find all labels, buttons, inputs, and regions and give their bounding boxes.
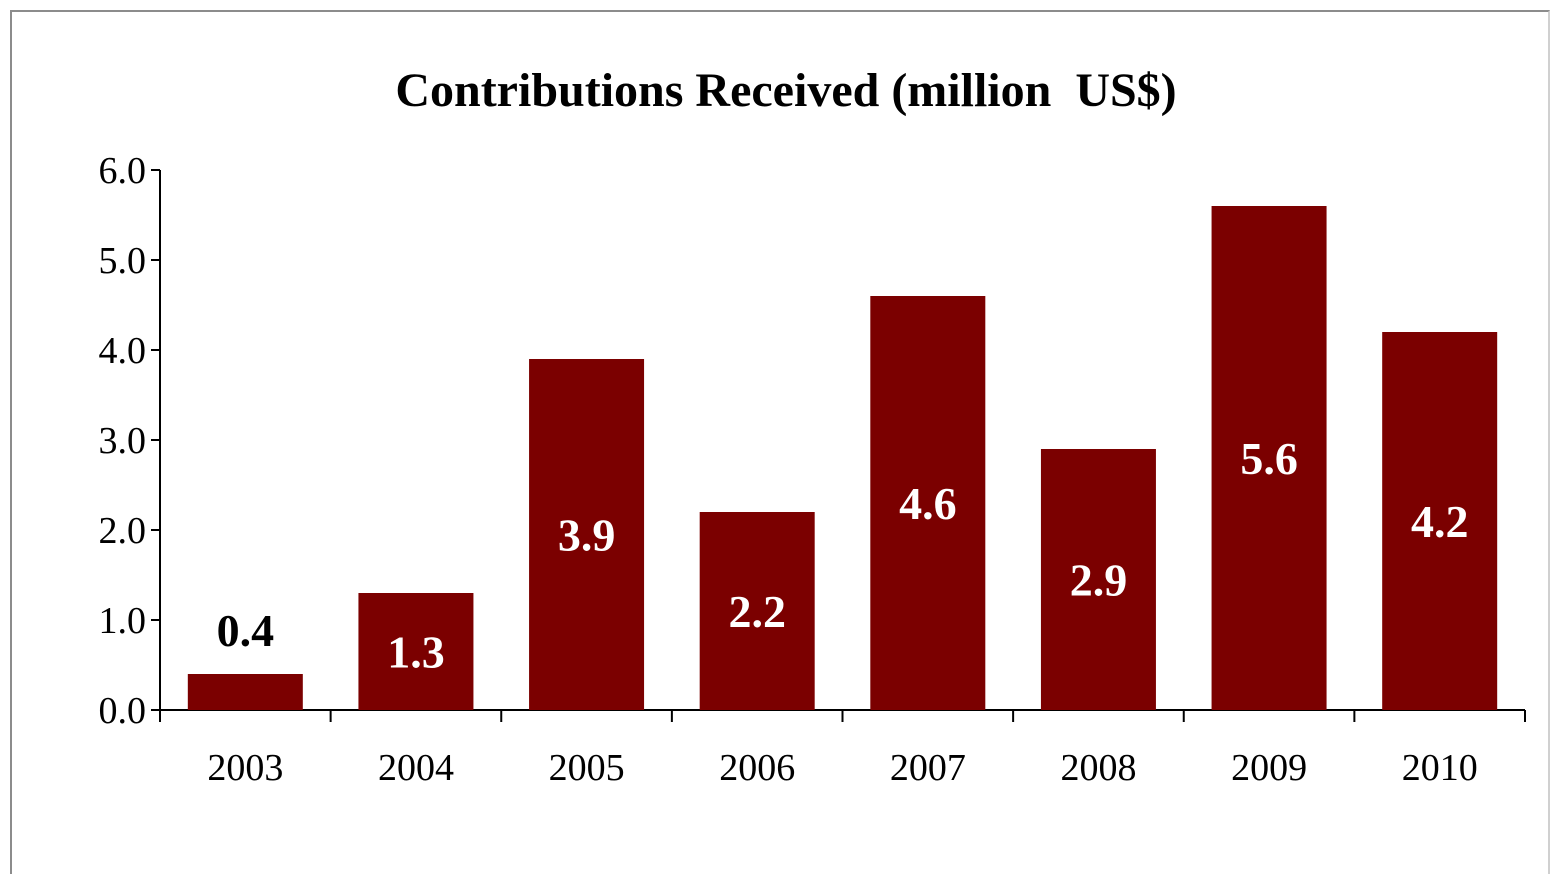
y-tick-label: 1.0	[99, 600, 147, 642]
bar-2009	[1211, 206, 1327, 710]
y-tick-label: 3.0	[99, 420, 147, 462]
y-tick-label: 4.0	[99, 330, 147, 372]
bars	[187, 206, 1498, 710]
x-tick-label-2004: 2004	[378, 747, 454, 789]
x-tick-label-2008: 2008	[1060, 747, 1136, 789]
data-label-2004: 1.3	[387, 627, 445, 678]
bar-2004	[358, 593, 474, 710]
data-label-2009: 5.6	[1240, 433, 1298, 484]
x-tick-label-2007: 2007	[890, 747, 966, 789]
x-tick-label-2010: 2010	[1402, 747, 1478, 789]
data-label-2006: 2.2	[728, 586, 786, 637]
data-label-2003: 0.4	[217, 605, 275, 656]
x-tick-label-2003: 2003	[207, 747, 283, 789]
data-label-2010: 4.2	[1411, 496, 1469, 547]
data-label-2007: 4.6	[899, 478, 957, 529]
y-tick-label: 6.0	[99, 150, 147, 192]
bar-2006	[699, 512, 815, 710]
data-labels: 0.4 1.3 3.9 2.2 4.6 2.9 5.6 4.2	[217, 433, 1469, 678]
y-tick-label: 5.0	[99, 240, 147, 282]
bar-2008	[1040, 449, 1156, 710]
x-tick-label-2009: 2009	[1231, 747, 1307, 789]
bar-2007	[870, 296, 986, 710]
data-label-2008: 2.9	[1070, 555, 1128, 606]
bar-2003	[187, 674, 303, 710]
chart-title: Contributions Received (million US$)	[395, 64, 1176, 117]
x-tick-label-2005: 2005	[549, 747, 625, 789]
data-label-2005: 3.9	[558, 510, 616, 561]
bar-2010	[1382, 332, 1498, 710]
y-tick-label: 2.0	[99, 510, 147, 552]
bar-2005	[529, 359, 645, 710]
y-tick-label: 0.0	[99, 690, 147, 732]
tick-labels: 0.0 1.0 2.0 3.0 4.0 5.0 6.0 2003 2004 2005 2006 200…	[99, 150, 1478, 789]
x-tick-label-2006: 2006	[719, 747, 795, 789]
